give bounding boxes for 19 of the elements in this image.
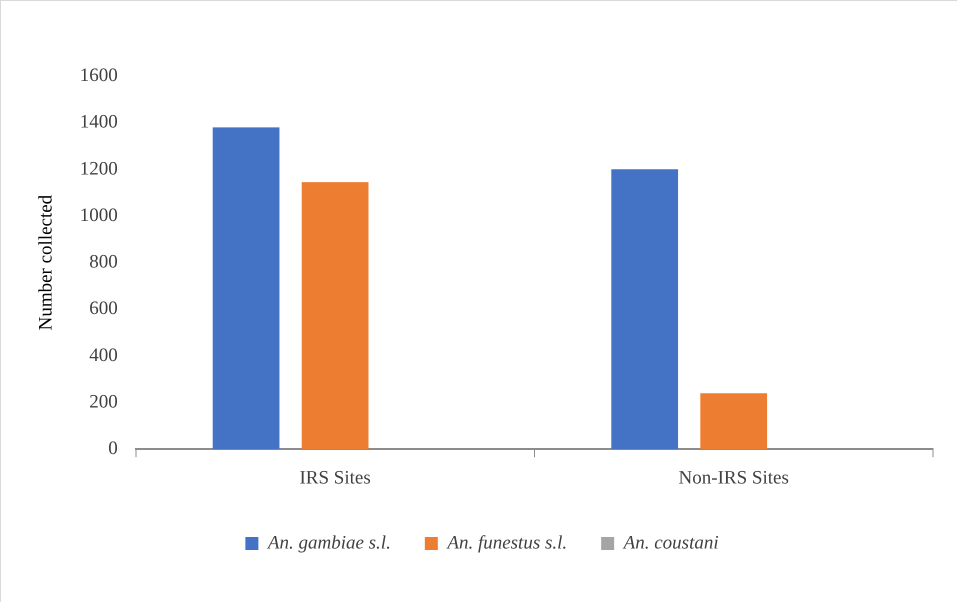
y-tick-label: 200 bbox=[89, 392, 118, 413]
bar bbox=[212, 127, 280, 450]
x-tick-label: IRS Sites bbox=[299, 468, 371, 489]
y-tick-label: 800 bbox=[89, 252, 118, 273]
legend-label: An. coustani bbox=[622, 532, 719, 554]
legend-label: An. gambiae s.l. bbox=[266, 532, 391, 554]
y-tick-label: 1200 bbox=[80, 158, 118, 180]
bar bbox=[302, 182, 368, 450]
y-tick-label: 1400 bbox=[80, 112, 118, 133]
y-tick-label: 400 bbox=[89, 344, 118, 366]
bar bbox=[700, 393, 768, 450]
y-tick-label: 600 bbox=[89, 298, 118, 320]
bar bbox=[611, 169, 678, 450]
y-axis-title: Number collected bbox=[35, 194, 56, 330]
y-tick-label: 0 bbox=[108, 438, 118, 460]
x-tick-label: Non-IRS Sites bbox=[678, 468, 789, 489]
y-tick-label: 1000 bbox=[80, 204, 118, 226]
legend-label: An. funestus s.l. bbox=[445, 532, 568, 554]
y-tick-label: 1600 bbox=[80, 64, 118, 86]
